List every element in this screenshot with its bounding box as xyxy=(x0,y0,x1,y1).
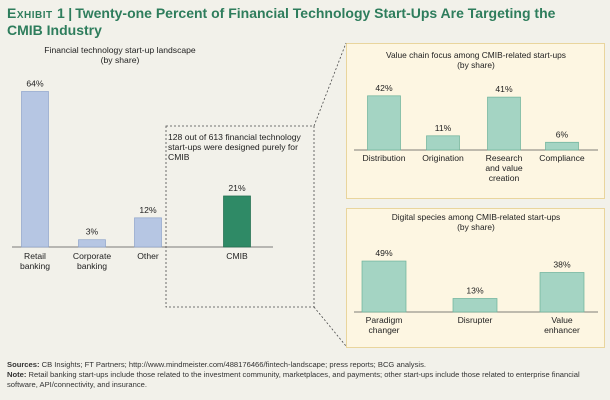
sources-text: CB Insights; FT Partners; http://www.min… xyxy=(41,360,426,369)
bar-compliance xyxy=(545,141,579,151)
bar-origination xyxy=(426,135,460,151)
category-label-distribution: Distribution xyxy=(363,153,406,163)
bar-retail-banking xyxy=(21,91,49,248)
value-label-retail-banking: 64% xyxy=(26,78,44,88)
category-label-disrupter: Disrupter xyxy=(458,315,493,325)
category-label-corporate-banking: Corporate banking xyxy=(73,251,111,271)
note-label: Note: xyxy=(7,370,27,379)
chart-title: Digital species among CMIB-related start… xyxy=(392,212,561,222)
value-label-research-and-value-creation: 41% xyxy=(495,84,513,94)
callout-connector-top xyxy=(313,42,347,127)
bar-other xyxy=(134,217,162,248)
title-separator: | xyxy=(68,5,73,21)
landscape-chart: Financial technology start-up landscape(… xyxy=(12,45,273,271)
value-label-cmib: 21% xyxy=(228,183,246,193)
callout-connector-bottom xyxy=(313,306,347,347)
chart-subtitle: (by share) xyxy=(457,60,495,70)
value-label-origination: 11% xyxy=(435,123,452,133)
title-text: Twenty-one Percent of Financial Technolo… xyxy=(7,5,556,38)
value-label-paradigm-changer: 49% xyxy=(375,248,393,258)
chart-title: Financial technology start-up landscape xyxy=(44,45,196,55)
bar-research-and-value-creation xyxy=(487,96,521,151)
bar-corporate-banking xyxy=(78,239,106,248)
value-label-disrupter: 13% xyxy=(466,285,484,295)
bar-paradigm-changer xyxy=(361,260,407,313)
chart-title: Value chain focus among CMIB-related sta… xyxy=(386,50,566,60)
bar-cmib xyxy=(223,195,251,248)
value-chain-chart: Value chain focus among CMIB-related sta… xyxy=(354,50,598,183)
note-line: Note: Retail banking start-ups include t… xyxy=(7,370,607,390)
category-label-value-enhancer: Value enhancer xyxy=(544,315,580,335)
category-label-paradigm-changer: Paradigm changer xyxy=(366,315,403,335)
note-text: Retail banking start-ups include those r… xyxy=(7,370,580,389)
value-label-distribution: 42% xyxy=(375,83,393,93)
cmib-callout-note: 128 out of 613 financial technology star… xyxy=(168,132,301,162)
value-label-corporate-banking: 3% xyxy=(86,227,99,237)
category-label-cmib: CMIB xyxy=(226,251,248,261)
value-label-other: 12% xyxy=(139,205,157,215)
exhibit-title: Exhibit 1 | Twenty-one Percent of Financia… xyxy=(7,5,567,39)
category-label-other: Other xyxy=(137,251,159,261)
bar-distribution xyxy=(367,95,401,151)
sources-label: Sources: xyxy=(7,360,40,369)
chart-subtitle: (by share) xyxy=(457,222,495,232)
value-label-compliance: 6% xyxy=(556,129,569,139)
bar-value-enhancer xyxy=(539,272,585,313)
chart-subtitle: (by share) xyxy=(101,55,140,65)
category-label-research-and-value-creation: Research and value creation xyxy=(485,153,522,183)
category-label-retail-banking: Retail banking xyxy=(20,251,50,271)
cmib-callout-box xyxy=(165,125,315,308)
sources-line: Sources: CB Insights; FT Partners; http:… xyxy=(7,360,607,370)
category-label-origination: Origination xyxy=(422,153,464,163)
digital-species-chart: Digital species among CMIB-related start… xyxy=(354,212,598,335)
value-label-value-enhancer: 38% xyxy=(553,259,571,269)
category-label-compliance: Compliance xyxy=(539,153,585,163)
footer-notes: Sources: CB Insights; FT Partners; http:… xyxy=(7,360,607,390)
bar-disrupter xyxy=(452,298,498,313)
exhibit-number: Exhibit 1 xyxy=(7,5,66,21)
